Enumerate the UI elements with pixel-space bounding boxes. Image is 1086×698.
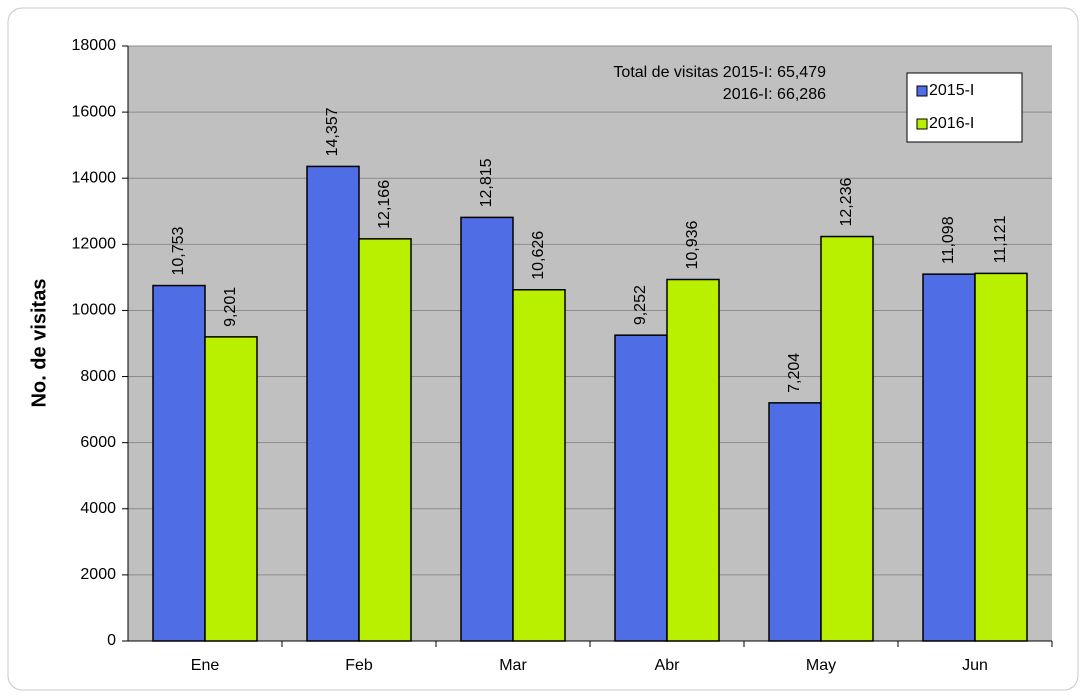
legend-label: 2016-I (929, 115, 974, 132)
data-label: 10,936 (684, 220, 701, 269)
y-tick-label: 18000 (72, 37, 117, 54)
bar (820, 235, 874, 642)
bar (358, 238, 412, 642)
y-tick-label: 0 (107, 632, 116, 649)
data-label: 12,236 (838, 177, 855, 226)
bar (768, 402, 822, 642)
legend-box (906, 72, 1023, 143)
plot-area (128, 46, 1052, 641)
data-label: 7,204 (786, 353, 803, 393)
bar (614, 334, 668, 642)
data-label: 12,815 (478, 158, 495, 207)
data-label: 10,626 (530, 231, 547, 280)
data-label: 12,166 (376, 180, 393, 229)
data-label: 9,201 (222, 287, 239, 327)
bar (974, 272, 1028, 642)
bar (666, 278, 720, 642)
legend-swatch (916, 118, 928, 130)
y-tick-label: 14000 (72, 169, 117, 186)
data-label: 14,357 (324, 107, 341, 156)
x-tick-label: Abr (655, 657, 681, 674)
x-tick-label: Mar (499, 657, 527, 674)
x-tick-label: Feb (345, 657, 373, 674)
y-tick-label: 4000 (80, 500, 116, 517)
legend-label: 2015-I (929, 82, 974, 99)
y-tick-label: 10000 (72, 302, 117, 319)
x-tick-label: Ene (191, 657, 220, 674)
data-label: 9,252 (632, 285, 649, 325)
y-tick-label: 16000 (72, 103, 117, 120)
y-tick-label: 8000 (80, 368, 116, 385)
y-tick-label: 2000 (80, 566, 116, 583)
bar (306, 165, 360, 642)
x-tick-label: Jun (962, 657, 988, 674)
bar (460, 216, 514, 642)
x-tick-label: May (806, 657, 836, 674)
y-tick-label: 12000 (72, 236, 117, 253)
data-label: 10,753 (170, 227, 187, 276)
y-tick-label: 6000 (80, 434, 116, 451)
y-axis-label: No. de visitas (28, 279, 50, 408)
annotation: 2016-I: 66,286 (723, 86, 826, 103)
bar (204, 336, 258, 642)
legend-swatch (916, 85, 928, 97)
bar (152, 284, 206, 642)
bar (512, 289, 566, 642)
data-label: 11,121 (992, 216, 1009, 264)
data-label: 11,098 (940, 216, 957, 264)
annotation: Total de visitas 2015-I: 65,479 (613, 64, 826, 81)
bar (922, 273, 976, 642)
